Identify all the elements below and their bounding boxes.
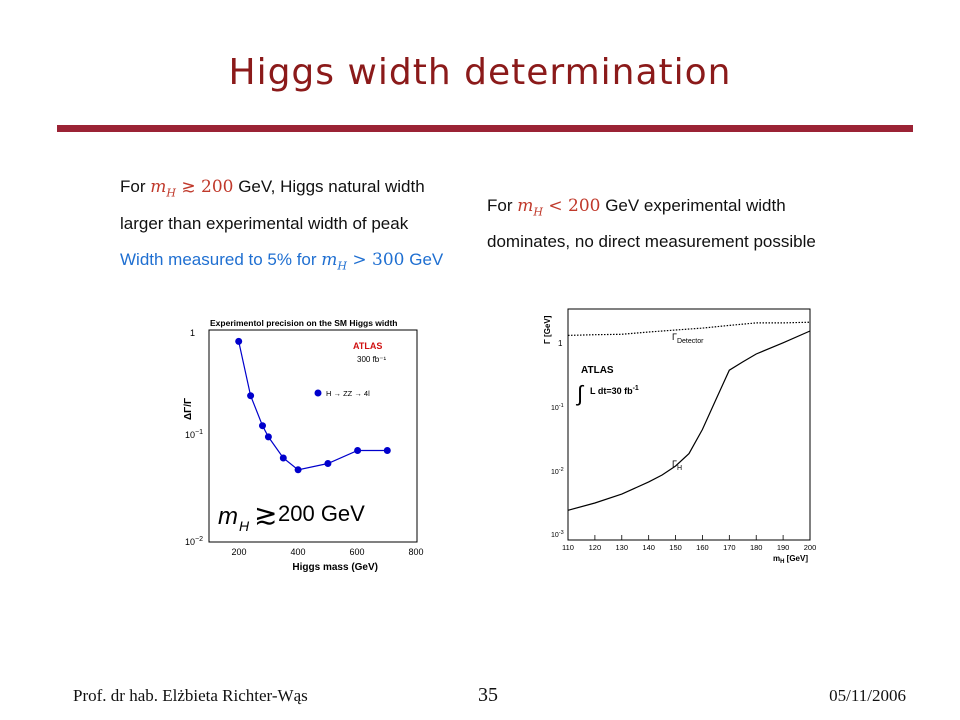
right-text-line-1: For mH < 200 GeV experimental width <box>487 195 786 223</box>
left-plot-ytick-2: 10−1 <box>185 429 203 440</box>
math-sub-h: H <box>166 186 176 200</box>
math-relation: ≳ <box>175 177 202 197</box>
text-rest: GeV experimental width <box>600 196 786 215</box>
left-series-point <box>235 337 243 345</box>
left-plot-experiment: ATLAS <box>353 341 382 351</box>
left-plot-ylabel: ΔΓ/Γ <box>183 398 194 420</box>
right-xtick-label: 180 <box>750 543 763 552</box>
label-gamma-detector: ΓDetector <box>672 332 704 345</box>
annotation-m: m <box>218 503 238 530</box>
text-rest: GeV, Higgs natural width <box>233 177 425 196</box>
right-plot-series <box>567 321 811 511</box>
left-series-point <box>259 422 266 430</box>
left-series-point <box>247 392 255 400</box>
left-plot-xtick-600: 600 <box>349 547 364 557</box>
footer-author: Prof. dr hab. Elżbieta Richter-Wąs <box>73 686 308 705</box>
left-plot-annotation: m H ≳ 200 GeV <box>218 499 365 534</box>
right-xtick-label: 160 <box>696 543 709 552</box>
left-plot-legend-label: H → ZZ → 4l <box>326 389 370 398</box>
series-gamma-h <box>567 330 811 511</box>
left-plot-ytick-1: 1 <box>190 328 195 338</box>
math-m: m <box>150 177 167 197</box>
math-relation: < <box>542 196 569 216</box>
right-plot-ytick-3: 10-2 <box>551 467 564 476</box>
chart-higgs-width-vs-detector: Γ [GeV] 1 10-1 10-2 10-3 110 120 130 140 150… <box>543 308 816 565</box>
text-for: For <box>120 177 151 196</box>
math-number: 200 <box>568 196 601 216</box>
right-xtick-label: 120 <box>589 543 602 552</box>
left-series-point <box>294 466 302 474</box>
right-plot-xticks: 110 120 130 140 150 160 170 180 190 200 <box>562 535 816 552</box>
math-relation: > <box>346 250 373 270</box>
chart-higgs-width-precision: Experimentol precision on the SM Higgs w… <box>183 318 424 573</box>
left-text-line-3: Width measured to 5% for mH > 300 GeV <box>120 249 443 277</box>
left-plot-legend-marker <box>314 389 322 397</box>
right-xtick-label: 190 <box>777 543 790 552</box>
left-series-point <box>264 433 272 441</box>
slide-title: Higgs width determination <box>228 52 732 93</box>
footer-date: 05/11/2006 <box>829 686 906 705</box>
left-plot-xtick-400: 400 <box>290 547 305 557</box>
left-plot-ytick-3: 10−2 <box>185 536 203 547</box>
right-plot-luminosity: L dt=30 fb-1 <box>590 385 639 396</box>
left-plot-xtick-200: 200 <box>231 547 246 557</box>
left-plot-title: Experimentol precision on the SM Higgs w… <box>210 318 398 328</box>
math-sub-h: H <box>337 259 347 273</box>
left-text-line-1: For mH ≳ 200 GeV, Higgs natural width <box>120 176 425 204</box>
left-series-point <box>279 454 287 462</box>
footer-page-number: 35 <box>478 684 498 706</box>
right-plot-ytick-2: 10-1 <box>551 403 564 412</box>
title-underline <box>57 125 913 132</box>
series-gamma-detector <box>567 321 811 336</box>
annotation-rest: 200 GeV <box>278 501 365 526</box>
text-for: For <box>487 196 518 215</box>
right-xtick-label: 110 <box>562 543 574 552</box>
math-sub-h: H <box>533 205 543 219</box>
left-plot-series <box>235 337 391 474</box>
text-rest: GeV <box>404 250 444 269</box>
math-m: m <box>321 250 338 270</box>
text-width-measured: Width measured to 5% for <box>120 250 322 269</box>
label-gamma-h: ΓH <box>672 459 682 472</box>
math-m: m <box>517 196 534 216</box>
math-number: 300 <box>372 250 405 270</box>
right-plot-experiment: ATLAS <box>581 365 614 376</box>
left-plot-xlabel: Higgs mass (GeV) <box>292 562 378 573</box>
right-plot-ytick-4: 10-3 <box>551 530 564 539</box>
left-series-point <box>383 447 391 454</box>
left-series-point <box>354 447 362 454</box>
left-plot-xtick-800: 800 <box>408 547 423 557</box>
right-plot-ytick-1: 1 <box>558 339 563 348</box>
right-xtick-label: 150 <box>669 543 682 552</box>
left-text-line-2: larger than experimental width of peak <box>120 214 409 233</box>
right-xtick-label: 130 <box>616 543 629 552</box>
math-number: 200 <box>201 177 234 197</box>
right-xtick-label: 140 <box>642 543 655 552</box>
right-xtick-label: 200 <box>804 543 817 552</box>
right-xtick-label: 170 <box>723 543 736 552</box>
right-text-line-2: dominates, no direct measurement possibl… <box>487 232 816 251</box>
annotation-sub-h: H <box>239 518 250 534</box>
annotation-relation: ≳ <box>254 499 277 530</box>
left-plot-luminosity: 300 fb⁻¹ <box>357 355 386 364</box>
left-series-point <box>324 460 332 467</box>
right-plot-frame <box>567 308 811 541</box>
integral-sign: ∫ <box>575 381 585 406</box>
right-plot-xlabel: mH [GeV] <box>773 554 808 565</box>
right-plot-ylabel: Γ [GeV] <box>543 315 552 344</box>
